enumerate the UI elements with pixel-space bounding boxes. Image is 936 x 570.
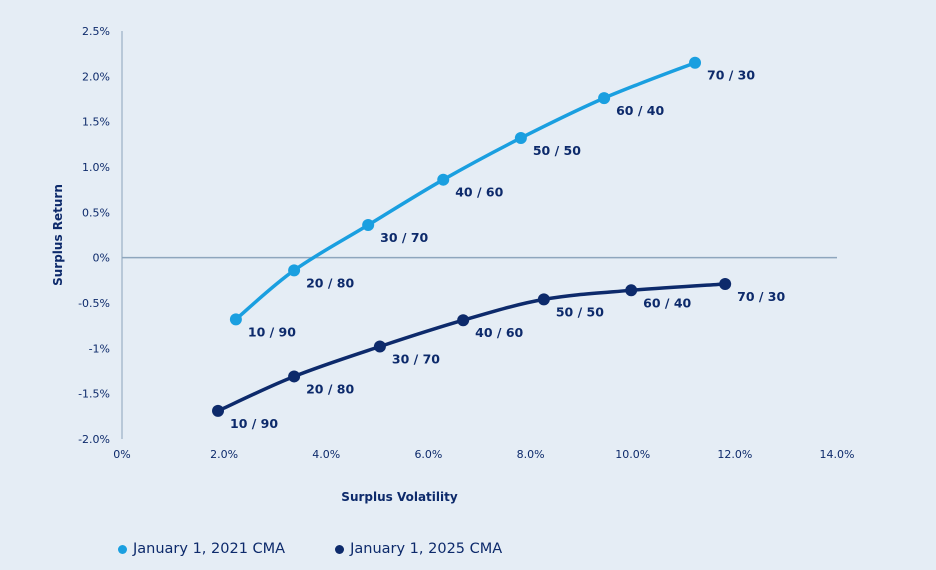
data-label: 70 / 30 <box>737 289 785 304</box>
data-label: 60 / 40 <box>616 103 664 118</box>
data-point <box>625 284 638 297</box>
data-label: 30 / 70 <box>380 230 428 245</box>
x-tick-label: 10.0% <box>615 448 650 461</box>
data-point <box>689 56 702 69</box>
y-tick-label: 2.5% <box>82 25 110 38</box>
legend-item-2025: January 1, 2025 CMA <box>335 541 502 557</box>
y-tick-label: 0% <box>93 252 110 265</box>
data-point <box>719 277 732 290</box>
data-label: 60 / 40 <box>643 295 691 310</box>
x-tick-label: 12.0% <box>717 448 752 461</box>
data-label: 20 / 80 <box>306 381 354 396</box>
x-tick-label: 6.0% <box>414 448 442 461</box>
data-label: 20 / 80 <box>306 275 354 290</box>
data-point <box>514 131 527 144</box>
y-tick-label: 0.5% <box>82 206 110 219</box>
y-tick-label: -1.5% <box>78 388 110 401</box>
y-tick-label: -1% <box>89 342 110 355</box>
data-point <box>212 404 225 417</box>
y-tick-label: -0.5% <box>78 297 110 310</box>
y-tick-label: 1.0% <box>82 161 110 174</box>
x-tick-label: 14.0% <box>820 448 855 461</box>
data-point <box>229 313 242 326</box>
data-label: 40 / 60 <box>455 185 503 200</box>
legend-marker-2021 <box>118 544 127 554</box>
y-axis-title: Surplus Return <box>51 184 65 286</box>
legend-label-2021: January 1, 2021 CMA <box>133 541 286 557</box>
data-point <box>537 293 550 306</box>
data-label: 50 / 50 <box>533 143 581 158</box>
legend: January 1, 2021 CMA January 1, 2025 CMA <box>118 541 502 557</box>
data-point <box>373 340 386 353</box>
x-tick-label: 4.0% <box>312 448 340 461</box>
data-label: 40 / 60 <box>475 325 523 340</box>
data-label: 10 / 90 <box>230 416 278 431</box>
data-label: 70 / 30 <box>707 68 755 83</box>
legend-marker-2025 <box>335 544 345 554</box>
data-point <box>362 219 375 232</box>
data-point <box>288 264 301 277</box>
y-tick-label: 2.0% <box>82 70 110 83</box>
data-point <box>437 173 450 186</box>
x-tick-label: 0% <box>113 448 130 461</box>
data-label: 50 / 50 <box>556 304 604 319</box>
y-tick-label: -2.0% <box>78 433 110 446</box>
x-tick-label: 8.0% <box>517 448 545 461</box>
data-label: 30 / 70 <box>392 352 440 367</box>
data-label: 10 / 90 <box>248 324 296 339</box>
x-tick-label: 2.0% <box>210 448 238 461</box>
legend-item-2021: January 1, 2021 CMA <box>118 541 285 557</box>
legend-label-2025: January 1, 2025 CMA <box>350 541 503 557</box>
data-point <box>288 370 301 383</box>
y-tick-label: 1.5% <box>82 116 110 129</box>
data-point <box>598 92 611 105</box>
data-point <box>457 314 470 327</box>
x-axis-title: Surplus Volatility <box>341 490 458 504</box>
